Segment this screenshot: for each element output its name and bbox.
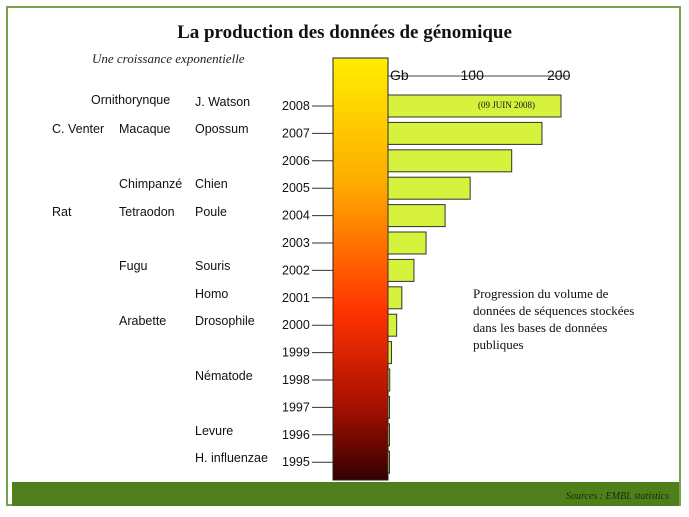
year-label: 1998: [282, 373, 310, 387]
bar-2007: [387, 121, 543, 145]
bar-2001: [387, 286, 403, 310]
bar-1995: [387, 450, 390, 474]
year-label: 2001: [282, 291, 310, 305]
bar-2008: [387, 94, 562, 118]
year-label: 2000: [282, 318, 310, 332]
x-tick-label: 100: [461, 67, 485, 83]
annotation-text: Progression du volume de données de séqu…: [473, 286, 635, 352]
year-label: 2006: [282, 154, 310, 168]
footer-band: [12, 482, 679, 506]
year-label: 2003: [282, 236, 310, 250]
organism-label: C. Venter: [52, 122, 105, 137]
bar-2000: [387, 313, 398, 337]
bar-annotation: (09 JUIN 2008): [478, 100, 535, 110]
bar-2004: [387, 204, 446, 228]
organism-label: Opossum: [195, 122, 249, 137]
bar-2006: [387, 149, 513, 173]
year-label: 1997: [282, 400, 310, 414]
organism-label: Poule: [195, 204, 227, 219]
bar-2005: [387, 176, 471, 200]
source-credit: Sources : EMBL statistics: [565, 491, 669, 502]
year-label: 2004: [282, 209, 310, 223]
organism-label: Chien: [195, 177, 228, 192]
organism-label: Fugu: [119, 259, 148, 274]
organism-label: Macaque: [119, 122, 171, 137]
bar-1996: [387, 423, 390, 447]
organism-label: Tetraodon: [119, 204, 175, 219]
organism-label: Nématode: [195, 369, 253, 383]
year-label: 2007: [282, 126, 310, 140]
organism-label: Drosophile: [195, 314, 255, 329]
organism-label: Levure: [195, 423, 234, 438]
organism-label: H. influenzae: [195, 451, 268, 466]
organism-label: Homo: [195, 286, 229, 301]
bar-2002: [387, 258, 415, 282]
bar-1998: [387, 368, 391, 392]
organism-label: Souris: [195, 259, 231, 274]
bar-1997: [387, 395, 390, 419]
year-label: 1996: [282, 428, 310, 442]
year-label: 2005: [282, 181, 310, 195]
x-tick-label: 200: [547, 67, 571, 83]
organism-label: J. Watson: [195, 95, 251, 109]
year-label: 1999: [282, 346, 310, 360]
year-label: 1995: [282, 455, 310, 469]
x-tick-label: Gb: [390, 67, 409, 83]
bar-1999: [387, 341, 392, 365]
year-label: 2002: [282, 263, 310, 277]
organism-label: Arabette: [119, 314, 167, 329]
page-subtitle: Une croissance exponentielle: [92, 51, 245, 66]
bar-2003: [387, 231, 427, 255]
organism-label: Ornithorynque: [91, 93, 171, 107]
gradient-column: [332, 57, 389, 481]
organism-label: Chimpanzé: [119, 177, 183, 192]
organism-label: Rat: [52, 204, 72, 219]
page-title: La production des données de génomique: [177, 22, 512, 43]
year-label: 2008: [282, 99, 310, 113]
